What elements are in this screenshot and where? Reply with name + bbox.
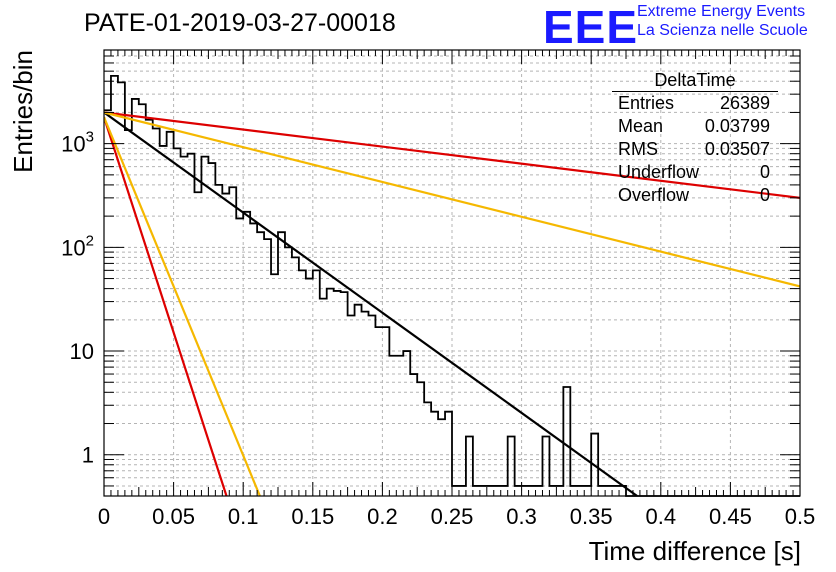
x-tick-label: 0.2 (367, 504, 398, 529)
stats-label: RMS (618, 139, 658, 159)
x-tick-label: 0.4 (646, 504, 677, 529)
x-tick-label: 0 (98, 504, 110, 529)
fit-line-2 (104, 111, 800, 288)
x-tick-label: 0.5 (785, 504, 816, 529)
stats-divider (612, 91, 778, 92)
x-tick-label: 0.35 (570, 504, 613, 529)
eee-logo-line1: Extreme Energy Events (637, 3, 806, 20)
stats-box: DeltaTime Entries 26389 Mean 0.03799 RMS… (612, 70, 778, 210)
stats-value: 26389 (719, 93, 770, 113)
y-tick-labels: 1 10 102 103 (61, 129, 94, 468)
stats-title: DeltaTime (654, 70, 736, 90)
stats-label: Overflow (618, 185, 690, 205)
fit-line-0 (104, 111, 638, 496)
x-axis-label: Time difference [s] (589, 536, 801, 566)
x-tick-labels: 0 0.05 0.1 0.15 0.2 0.25 0.3 0.35 0.4 0.45 0.5 (98, 504, 815, 529)
x-tick-label: 0.15 (291, 504, 334, 529)
fit-line-4 (104, 116, 261, 496)
chart-title: PATE-01-2019-03-27-00018 (84, 9, 396, 37)
fit-line-1 (104, 111, 800, 199)
x-tick-label: 0.45 (709, 504, 752, 529)
eee-logo-line2: La Scienza nelle Scuole (637, 22, 808, 39)
axis-ticks (103, 49, 801, 497)
y-axis-label: Entries/bin (8, 50, 38, 173)
x-tick-label: 0.05 (152, 504, 195, 529)
y-tick-label: 10 (70, 339, 94, 364)
y-tick-label: 1 (82, 443, 94, 468)
fit-lines-group (104, 111, 800, 496)
stats-value: 0.03799 (704, 116, 770, 136)
x-tick-label: 0.3 (506, 504, 537, 529)
stats-value: 0 (759, 185, 770, 205)
stats-label: Mean (618, 116, 664, 136)
eee-logo: EEE (543, 1, 639, 53)
stats-label: Entries (618, 93, 675, 113)
y-tick-label: 102 (61, 232, 94, 260)
stats-value: 0 (759, 162, 770, 182)
stats-label: Underflow (618, 162, 700, 182)
fit-line-3 (104, 116, 228, 496)
y-tick-label: 103 (61, 129, 94, 157)
x-tick-label: 0.25 (431, 504, 474, 529)
stats-value: 0.03507 (704, 139, 770, 159)
x-tick-label: 0.1 (228, 504, 259, 529)
